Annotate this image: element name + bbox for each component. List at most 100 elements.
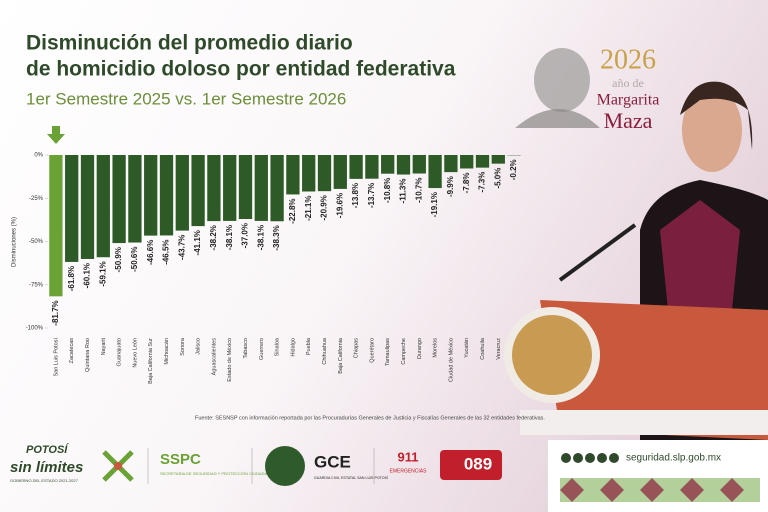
value-label: -20.9% (320, 195, 329, 220)
badge-line: Margarita (597, 92, 660, 109)
x-tick-label: Hidalgo (290, 338, 296, 357)
x-tick-label: Michoacán (164, 338, 170, 365)
x-tick-label: Chiapas (354, 338, 360, 358)
bar (65, 155, 79, 262)
value-label: -9.9% (446, 176, 455, 197)
value-label: -37.0% (241, 223, 250, 248)
bar (349, 155, 363, 179)
value-label: -38.2% (209, 225, 218, 250)
bar (223, 155, 237, 221)
footer: POTOSÍ sin límites GOBIERNO DEL ESTADO 2… (10, 440, 768, 512)
value-label: -13.8% (351, 183, 360, 208)
bar (254, 155, 268, 221)
badge-line: Maza (604, 108, 653, 133)
badge-line: año de (612, 76, 644, 90)
value-label: -43.7% (177, 235, 186, 260)
x-tick-label: Morelos (433, 338, 439, 358)
highlight-arrow (47, 126, 65, 144)
logo-mark (102, 450, 134, 482)
bar (302, 155, 316, 192)
bar (49, 155, 63, 297)
y-tick-label: -25% (29, 196, 44, 202)
chart-subtitle: 1er Semestre 2025 vs. 1er Semestre 2026 (26, 89, 346, 108)
value-label: -38.3% (272, 225, 281, 250)
value-label: -7.3% (478, 172, 487, 193)
x-tick-label: Coahuila (480, 337, 486, 360)
logo-text: POTOSÍ (26, 443, 69, 456)
x-tick-label: Veracruz (496, 338, 502, 360)
logo-text: GCE (314, 452, 351, 471)
logo-text: SSPC (160, 451, 201, 468)
bar (144, 155, 158, 236)
value-label: -19.1% (430, 192, 439, 217)
value-label: -46.5% (162, 239, 171, 264)
bar (491, 155, 505, 164)
value-label: -41.1% (193, 230, 202, 255)
website: seguridad.slp.gob.mx (626, 453, 721, 464)
value-label: -60.1% (83, 263, 92, 288)
logo-text: GOBIERNO DEL ESTADO 2021-2027 (10, 478, 79, 483)
plot: 0% -25% -50% -75% -100% -81.7% San Luis Potosí… (26, 153, 521, 384)
logo-text: SECRETARÍA DE SEGURIDAD Y PROTECCIÓN CIU… (160, 471, 273, 476)
bar (317, 155, 332, 192)
bar (191, 155, 205, 227)
value-label: -38.1% (256, 225, 265, 250)
bar (365, 155, 379, 179)
bar (112, 155, 126, 244)
value-label: -5.0% (493, 168, 502, 189)
value-label: -0.2% (509, 159, 518, 180)
pattern (560, 478, 760, 502)
bar (96, 155, 110, 258)
x-tick-label: Estado de México (227, 338, 233, 382)
bar (286, 155, 300, 195)
x-tick-label: Baja California (338, 337, 344, 374)
podium (504, 223, 768, 440)
value-label: -13.7% (367, 183, 376, 208)
x-tick-label: Jalisco (196, 338, 202, 355)
x-tick-label: Querétaro (369, 338, 375, 363)
x-tick-label: Aguascalientes (211, 338, 217, 376)
bar (128, 155, 142, 243)
bar (333, 155, 347, 189)
x-tick-label: San Luis Potosí (53, 338, 59, 377)
bar (428, 155, 442, 189)
x-tick-label: Campeche (401, 338, 407, 365)
value-label: -61.8% (67, 266, 76, 291)
x-tick-label: Chihuahua (322, 337, 328, 365)
x-tick-label: Tabasco (243, 338, 249, 359)
bar (207, 155, 221, 222)
bar (80, 155, 95, 259)
y-tick-label: -50% (29, 239, 44, 245)
badge-year: 2026 (600, 44, 656, 75)
bar (412, 155, 426, 174)
x-tick-label: Tamaulipas (385, 338, 391, 366)
x-tick-label: Sonora (180, 337, 186, 356)
bar (396, 155, 411, 175)
x-tick-label: Nuevo León (132, 338, 138, 368)
x-tick-label: Nayarit (101, 338, 107, 356)
logo-mark (265, 446, 305, 486)
value-label: -10.7% (414, 178, 423, 203)
value-label: -10.8% (383, 178, 392, 203)
value-label: -81.7% (51, 300, 60, 325)
social-icons (561, 453, 619, 463)
bar (175, 155, 189, 231)
y-tick-label: -100% (26, 326, 44, 332)
x-tick-label: Quintana Roo (85, 338, 91, 372)
logo-text: GUARDIA CIVIL ESTATAL SAN LUIS POTOSÍ (314, 476, 388, 480)
bar (270, 155, 284, 222)
bar (238, 155, 253, 220)
chart-title: de homicidio doloso por entidad federati… (26, 58, 456, 81)
x-tick-label: Baja California Sur (148, 338, 154, 384)
bar (444, 155, 458, 173)
bar (475, 155, 490, 168)
x-tick-label: Zacatecas (69, 338, 75, 364)
logo-text: EMERGENCIAS (390, 468, 428, 474)
x-tick-label: Ciudad de México (448, 338, 454, 382)
value-label: -19.6% (335, 193, 344, 218)
logo-text: 911 (398, 449, 419, 464)
y-axis-label: Disminuciones (%) (12, 217, 18, 267)
x-tick-label: Sinaloa (275, 337, 281, 356)
logo-text: sin límites (10, 459, 83, 476)
